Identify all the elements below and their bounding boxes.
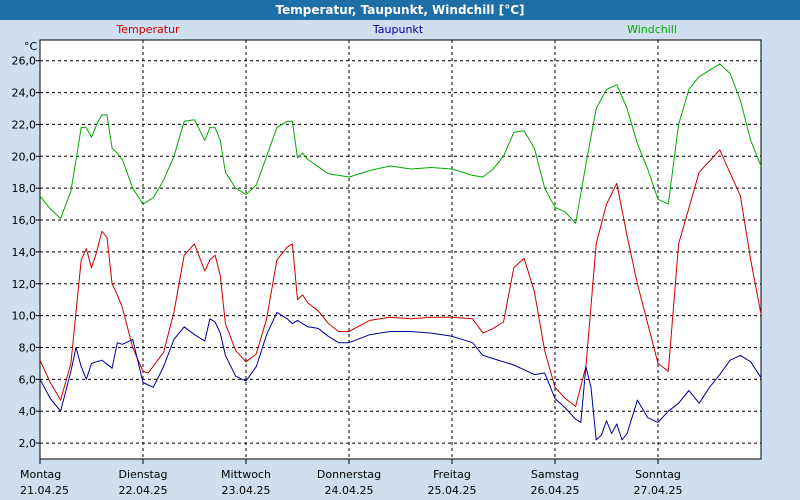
x-tick-day-label: Mittwoch (221, 468, 271, 481)
y-tick-label: 14,0 (12, 246, 37, 259)
plot-area (39, 39, 762, 460)
x-tick-date-label: 25.04.25 (428, 484, 477, 497)
series-line-temperatur (39, 149, 762, 407)
x-tick-date-label: 23.04.25 (222, 484, 271, 497)
y-tick-label: 16,0 (12, 214, 37, 227)
y-tick-label: 6,0 (19, 373, 37, 386)
x-axis: Montag 21.04.25 Dienstag 22.04.25 Mittwoch 23… (20, 459, 682, 497)
y-tick-label: 26,0 (12, 55, 37, 68)
chart-title: Temperatur, Taupunkt, Windchill [°C] (0, 0, 800, 20)
x-tick-day-label: Dienstag (118, 468, 167, 481)
y-tick-label: 4,0 (19, 405, 37, 418)
x-tick-day-label: Freitag (433, 468, 471, 481)
y-tick-label: 18,0 (12, 182, 37, 195)
y-axis: 2,0 4,0 6,0 8,0 10,0 12,0 14,0 16,0 18,0 20,0 22,0… (12, 55, 40, 450)
y-axis-unit-label: °C (24, 40, 38, 53)
y-tick-label: 8,0 (19, 341, 37, 354)
chart: 2,0 4,0 6,0 8,0 10,0 12,0 14,0 16,0 18,0 20,0 22,0… (12, 23, 762, 497)
series-line-taupunkt (39, 311, 762, 441)
y-tick-label: 2,0 (19, 437, 37, 450)
x-tick-date-label: 22.04.25 (119, 484, 168, 497)
x-tick-date-label: 24.04.25 (325, 484, 374, 497)
x-tick-day-label: Sonntag (635, 468, 681, 481)
legend: Temperatur Taupunkt Windchill (115, 23, 677, 36)
legend-entry-temperatur: Temperatur (115, 23, 180, 36)
x-tick-day-label: Samstag (531, 468, 579, 481)
grid (40, 40, 761, 459)
x-tick-date-label: 21.04.25 (20, 484, 69, 497)
y-tick-label: 12,0 (12, 278, 37, 291)
x-tick-day-label: Donnerstag (317, 468, 381, 481)
legend-entry-windchill: Windchill (627, 23, 677, 36)
series-group (39, 63, 762, 441)
x-tick-date-label: 26.04.25 (531, 484, 580, 497)
y-tick-label: 24,0 (12, 87, 37, 100)
legend-entry-taupunkt: Taupunkt (372, 23, 424, 36)
y-tick-label: 20,0 (12, 150, 37, 163)
series-line-windchill (39, 63, 762, 224)
y-tick-label: 22,0 (12, 118, 37, 131)
y-tick-label: 10,0 (12, 310, 37, 323)
x-tick-date-label: 27.04.25 (634, 484, 683, 497)
x-tick-day-label: Montag (20, 468, 61, 481)
